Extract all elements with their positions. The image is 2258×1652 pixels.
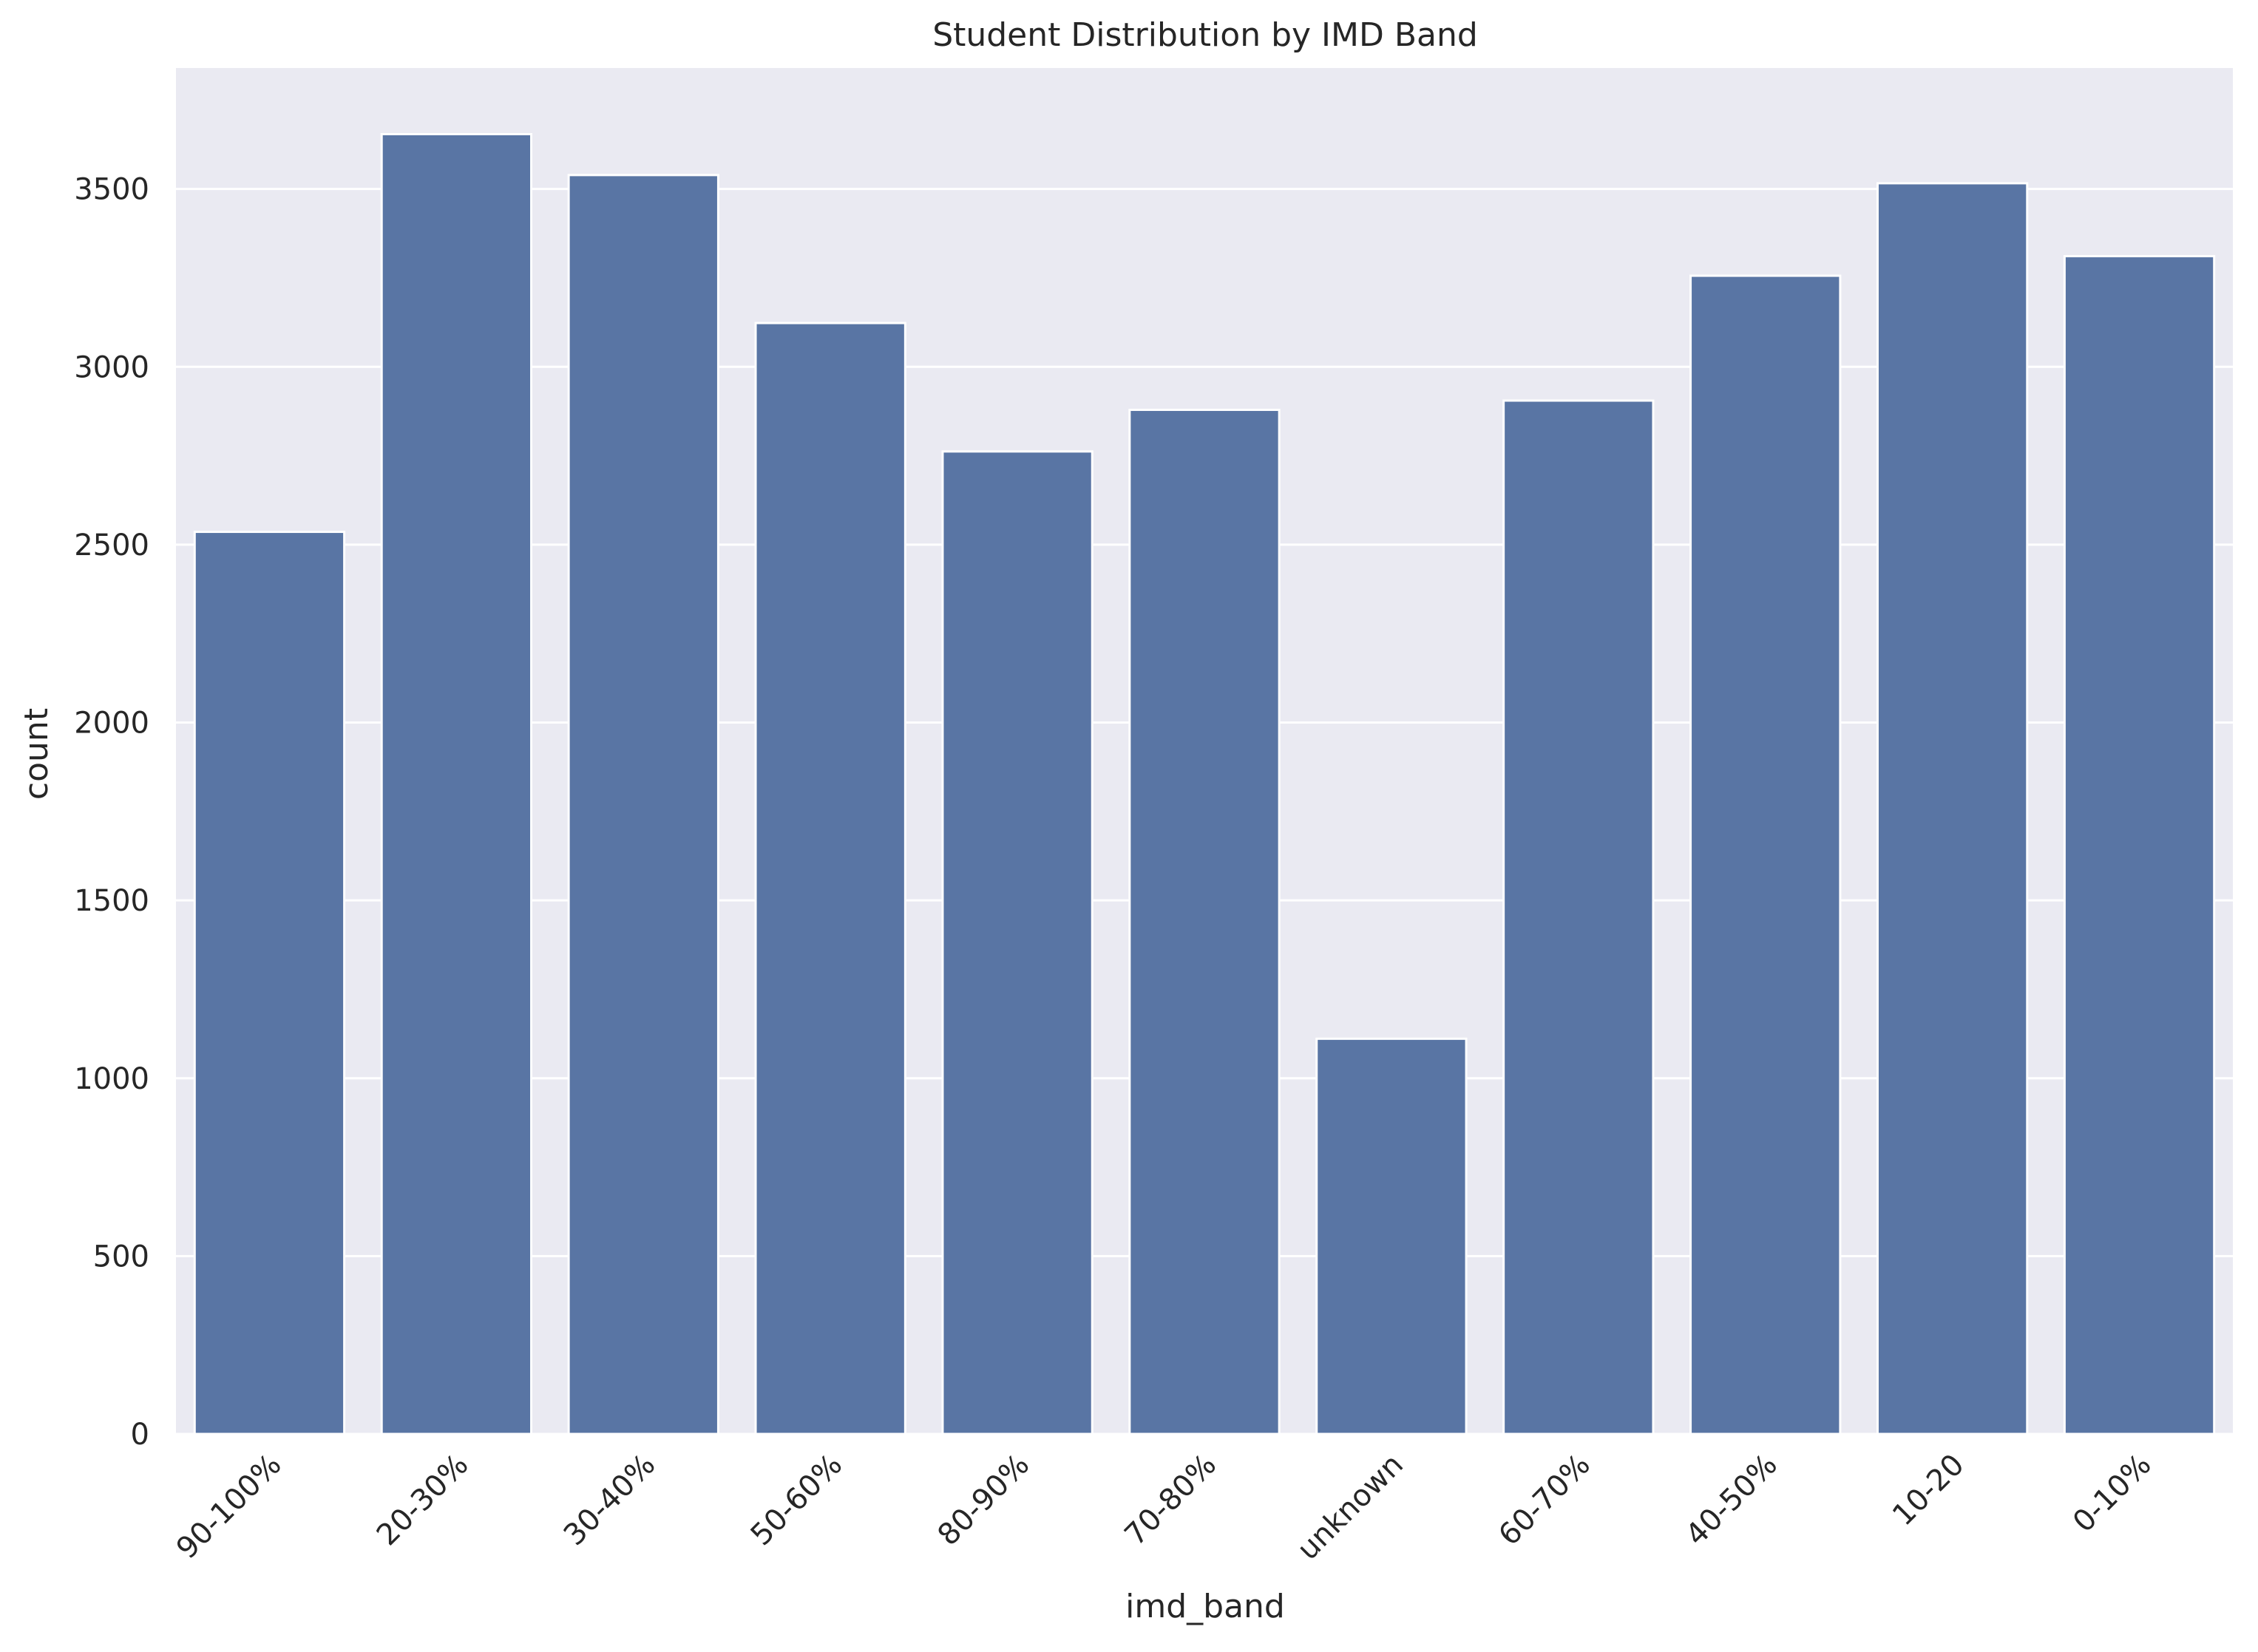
y-tick-label: 2000: [74, 707, 149, 741]
bar: [380, 133, 533, 1435]
bar: [193, 531, 346, 1435]
y-axis-label: count: [18, 708, 55, 800]
bar: [2063, 255, 2216, 1435]
y-tick-label: 500: [93, 1240, 149, 1274]
y-tick-label: 3500: [74, 173, 149, 207]
chart-title: Student Distribution by IMD Band: [932, 16, 1478, 54]
y-tick-label: 1500: [74, 884, 149, 918]
y-axis-ticks: 0 500 1000 1500 2000 2500 3000 3500: [74, 173, 149, 1452]
bar: [754, 322, 906, 1435]
y-tick-label: 3000: [74, 350, 149, 384]
bar: [1128, 408, 1281, 1435]
y-tick-label: 2500: [74, 528, 149, 562]
bar: [1315, 1037, 1468, 1435]
bars: [193, 133, 2216, 1435]
y-tick-label: 0: [131, 1418, 149, 1452]
y-tick-label: 1000: [74, 1062, 149, 1096]
bar: [941, 450, 1094, 1435]
x-axis-label: imd_band: [1125, 1588, 1285, 1625]
bar: [567, 174, 719, 1435]
bar: [1689, 274, 1842, 1435]
bar: [1502, 399, 1655, 1435]
bar: [1876, 182, 2029, 1435]
